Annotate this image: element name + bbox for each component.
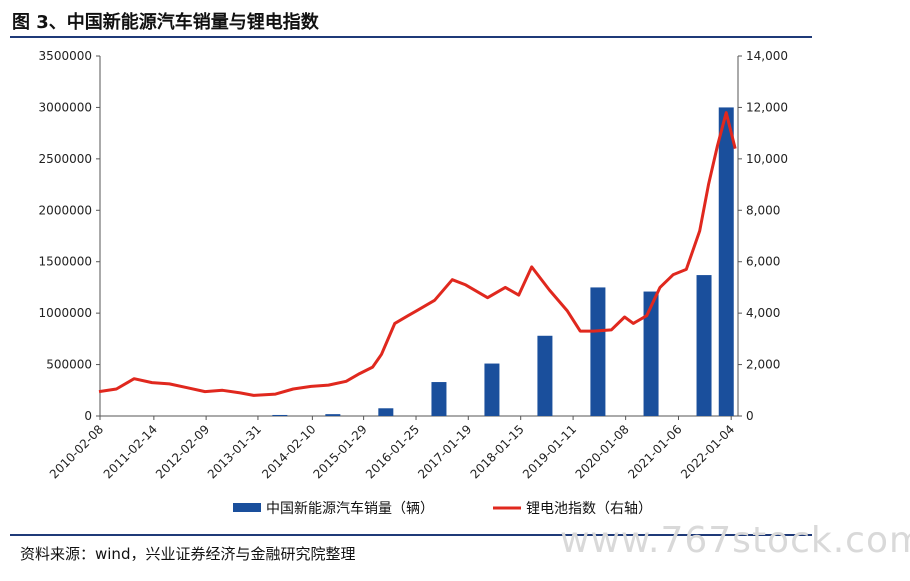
y-left-tick-label: 2000000 <box>39 203 92 217</box>
y-left-tick-label: 3500000 <box>39 49 92 63</box>
y-right-tick-label: 0 <box>746 409 754 423</box>
legend-bar-swatch <box>233 503 261 512</box>
legend-line-label: 锂电池指数（右轴） <box>526 501 652 517</box>
bottom-rule <box>10 534 812 536</box>
y-left-tick-label: 3000000 <box>39 100 92 114</box>
sales-bar <box>272 414 288 416</box>
legend-bar-label: 中国新能源汽车销量（辆） <box>266 500 434 517</box>
y-right-tick-label: 6,000 <box>746 255 780 269</box>
x-tick-label: 2012-02-09 <box>153 422 212 481</box>
x-tick-label: 2010-02-08 <box>47 422 106 481</box>
x-tick-label: 2017-01-19 <box>415 422 474 481</box>
x-tick-label: 2013-01-31 <box>205 422 264 481</box>
x-tick-label: 2021-01-06 <box>625 422 684 481</box>
y-right-tick-label: 12,000 <box>746 100 788 114</box>
watermark: www.767stock.com <box>560 520 910 561</box>
sales-bar <box>643 291 659 416</box>
y-right-tick-label: 2,000 <box>746 358 780 372</box>
x-tick-label: 2015-01-29 <box>311 422 370 481</box>
title-rule <box>10 36 812 38</box>
x-tick-label: 2018-01-15 <box>468 422 527 481</box>
y-left-tick-label: 1000000 <box>39 306 92 320</box>
sales-bar <box>431 382 447 416</box>
sales-bar <box>718 107 734 416</box>
sales-bar <box>537 335 553 416</box>
source-note: 资料来源：wind，兴业证券经济与金融研究院整理 <box>20 545 356 563</box>
x-tick-label: 2019-01-11 <box>520 422 579 481</box>
y-left-tick-label: 2500000 <box>39 152 92 166</box>
sales-bar <box>696 275 712 416</box>
x-tick-label: 2014-02-10 <box>259 422 318 481</box>
sales-bar <box>590 287 606 416</box>
x-tick-label: 2022-01-04 <box>678 422 737 481</box>
figure-title: 图 3、中国新能源汽车销量与锂电指数 <box>12 12 319 33</box>
sales-bar <box>325 414 341 416</box>
y-left-tick-label: 500000 <box>46 358 92 372</box>
y-left-tick-label: 0 <box>84 409 92 423</box>
x-tick-label: 2016-01-25 <box>363 422 422 481</box>
y-right-tick-label: 8,000 <box>746 203 780 217</box>
y-right-tick-label: 14,000 <box>746 49 788 63</box>
y-right-tick-label: 10,000 <box>746 152 788 166</box>
y-right-tick-label: 4,000 <box>746 306 780 320</box>
sales-bar <box>378 408 394 416</box>
sales-bar <box>484 363 500 416</box>
x-tick-label: 2011-02-14 <box>101 422 160 481</box>
lithium-index-line <box>98 111 737 397</box>
x-tick-label: 2020-01-08 <box>573 422 632 481</box>
y-left-tick-label: 1500000 <box>39 255 92 269</box>
